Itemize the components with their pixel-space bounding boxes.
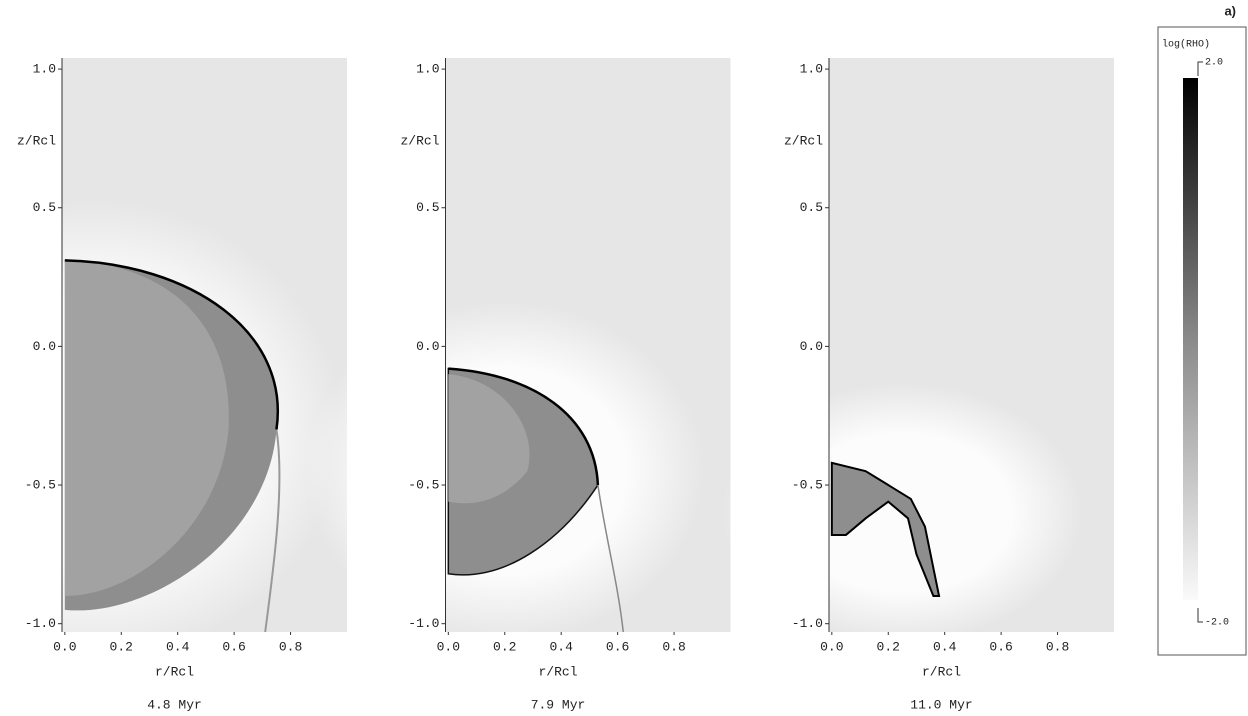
y-tick-label: -1.0: [792, 616, 823, 631]
x-tick-label: 0.8: [1046, 639, 1069, 654]
x-tick-label: 0.0: [437, 639, 460, 654]
x-tick-label: 0.2: [493, 639, 516, 654]
y-tick-label: 1.0: [416, 62, 439, 77]
x-tick-label: 0.8: [662, 639, 685, 654]
y-tick-label: -1.0: [408, 616, 439, 631]
y-tick-label: -0.5: [792, 477, 823, 492]
y-axis-label: z/Rcl: [784, 133, 823, 148]
y-tick-label: 0.5: [33, 200, 56, 215]
colorbar: [1183, 78, 1198, 600]
colorbar-tick-label: -2.0: [1205, 618, 1229, 629]
y-tick-label: 0.0: [416, 339, 439, 354]
tail: [597, 484, 625, 633]
panel-label: a): [1224, 3, 1236, 18]
caption: 4.8 Myr: [147, 697, 202, 712]
y-tick-label: 0.0: [800, 339, 823, 354]
clump: [830, 461, 941, 597]
shock-rim: [64, 259, 280, 430]
shock-rim: [448, 367, 600, 486]
x-axis-label: r/Rcl: [155, 664, 194, 679]
tail: [264, 429, 281, 633]
y-axis-label: z/Rcl: [400, 133, 439, 148]
x-tick-label: 0.4: [933, 639, 957, 654]
y-axis-label: z/Rcl: [17, 133, 56, 148]
inner-core: [64, 260, 229, 596]
colorbar-title: log(RHO): [1162, 39, 1210, 51]
y-tick-label: 0.5: [416, 200, 439, 215]
x-tick-label: 0.6: [989, 639, 1012, 654]
x-axis-label: r/Rcl: [922, 664, 961, 679]
y-tick-label: -0.5: [25, 477, 56, 492]
y-tick-label: -0.5: [408, 477, 439, 492]
y-tick-label: 1.0: [800, 62, 823, 77]
x-tick-label: 0.6: [222, 639, 245, 654]
x-tick-label: 0.0: [53, 639, 76, 654]
x-tick-label: 0.0: [820, 639, 843, 654]
caption: 11.0 Myr: [910, 697, 972, 712]
colorbar-tick: [1197, 608, 1203, 623]
y-tick-label: 0.5: [800, 200, 823, 215]
colorbar-tick-label: 2.0: [1205, 58, 1223, 69]
x-tick-label: 0.2: [110, 639, 133, 654]
x-tick-label: 0.2: [877, 639, 900, 654]
y-tick-label: 1.0: [33, 62, 56, 77]
x-tick-label: 0.8: [279, 639, 302, 654]
inner-core: [448, 374, 530, 504]
caption: 7.9 Myr: [531, 697, 586, 712]
y-tick-label: 0.0: [33, 339, 56, 354]
x-tick-label: 0.4: [166, 639, 190, 654]
colorbar-frame: [1157, 26, 1247, 656]
y-tick-label: -1.0: [25, 616, 56, 631]
colorbar-tick: [1197, 61, 1203, 76]
x-tick-label: 0.4: [549, 639, 573, 654]
x-axis-label: r/Rcl: [538, 664, 577, 679]
x-tick-label: 0.6: [606, 639, 629, 654]
